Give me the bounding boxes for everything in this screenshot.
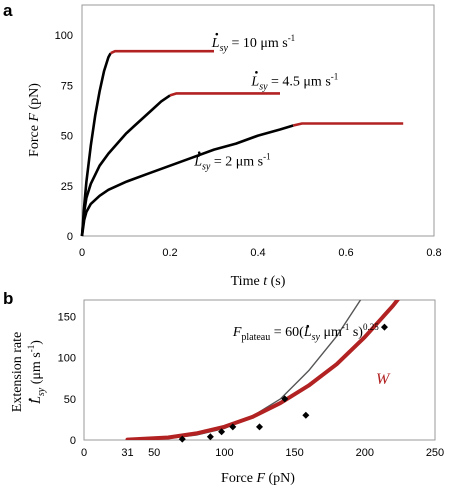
panel-b-equation: Fplateau = 60(Lsy μm-1 s)0.25 bbox=[232, 322, 379, 343]
panel-a-y-tick-label: 100 bbox=[55, 30, 73, 42]
panel-a-x-axis-label: Time t (s) bbox=[231, 274, 286, 289]
panel-b-data-point bbox=[380, 323, 388, 331]
svg-text:Lsy = 4.5 μm s-1: Lsy = 4.5 μm s-1 bbox=[250, 71, 338, 92]
panel-b-data-point bbox=[178, 435, 186, 443]
panel-b-y-axis-label-line1: Extension rate bbox=[10, 332, 25, 412]
panel-b-data-point bbox=[218, 428, 226, 436]
panel-b-data-point bbox=[256, 423, 263, 431]
panel-b-x-tick-label: 100 bbox=[215, 447, 233, 459]
panel-b: b 0 50 100 150 0 31 50 100 150 200 250 Fplateau =… bbox=[3, 289, 444, 486]
svg-text:Lsy = 10 μm s-1: Lsy = 10 μm s-1 bbox=[211, 33, 295, 54]
panel-a-series-10-rising bbox=[80, 52, 112, 237]
panel-a-annotations: Lsy = 10 μm s-1 Lsy = 4.5 μm s-1 Lsy = 2 μ… bbox=[193, 32, 338, 173]
overdot bbox=[255, 71, 258, 74]
panel-a-annotation-0: Lsy = 10 μm s-1 bbox=[211, 32, 295, 54]
panel-a-y-axis-label: Force F (pN) bbox=[27, 83, 42, 157]
panel-b-data-point bbox=[229, 423, 237, 431]
panel-b-data-point bbox=[302, 411, 310, 419]
panel-b-y-tick-label: 150 bbox=[58, 311, 76, 323]
svg-text:Lsy = 2 μm s-1: Lsy = 2 μm s-1 bbox=[193, 152, 270, 173]
panel-a-series-4.5-rising bbox=[80, 94, 171, 237]
panel-b-y-tick-label: 0 bbox=[70, 435, 76, 447]
panel-b-w-label: W bbox=[376, 371, 391, 388]
panel-a-x-tick-label: 0.2 bbox=[162, 247, 177, 259]
overdot bbox=[28, 398, 32, 401]
panel-b-x-tick-label: 200 bbox=[356, 447, 374, 459]
panel-a-series-4.5-plateau bbox=[169, 92, 280, 97]
panel-a-y-tick-labels: 0 25 50 75 100 bbox=[55, 30, 73, 243]
panel-a-x-tick-label: 0 bbox=[79, 247, 85, 259]
panel-b-letter: b bbox=[3, 289, 13, 308]
panel-b-y-tick-label: 100 bbox=[58, 353, 76, 365]
panel-a-y-tick-label: 25 bbox=[61, 181, 73, 193]
panel-a-x-tick-labels: 0 0.2 0.4 0.6 0.8 bbox=[79, 247, 442, 259]
panel-a-y-tick-label: 50 bbox=[61, 131, 73, 143]
panel-a-x-tick-label: 0.8 bbox=[426, 247, 441, 259]
panel-b-x-tick-label: 50 bbox=[148, 447, 160, 459]
panel-a-y-tick-label: 0 bbox=[67, 231, 73, 243]
panel-a-x-tick-label: 0.4 bbox=[250, 247, 265, 259]
panel-b-points bbox=[178, 323, 388, 443]
overdot bbox=[306, 324, 310, 328]
panel-b-y-axis-label-line2: Lsy (μm s-1) bbox=[26, 340, 47, 405]
panel-b-y-tick-labels: 0 50 100 150 bbox=[58, 311, 76, 447]
overdot bbox=[197, 151, 201, 154]
panel-a-series bbox=[80, 49, 404, 237]
panel-a-plot-frame bbox=[81, 4, 435, 237]
panel-a-y-tick-label: 75 bbox=[61, 80, 73, 92]
panel-b-curves bbox=[125, 300, 400, 440]
panel-a-letter: a bbox=[3, 1, 13, 20]
panel-b-curve-W bbox=[125, 300, 400, 440]
panel-b-y-tick-label: 50 bbox=[64, 394, 76, 406]
panel-a-series-2-rising bbox=[80, 124, 294, 237]
panel-a: a 0 25 50 75 100 0 0.2 0.4 0.6 0.8 Lsy = 10 μm s… bbox=[3, 1, 442, 289]
panel-b-x-tick-label: 31 bbox=[121, 447, 133, 459]
panel-a-annotation-1: Lsy = 4.5 μm s-1 bbox=[250, 71, 338, 92]
panel-a-x-tick-label: 0.6 bbox=[338, 247, 353, 259]
panel-b-data-point bbox=[281, 395, 289, 403]
panel-b-x-tick-label: 150 bbox=[285, 447, 303, 459]
panel-b-x-tick-labels: 0 31 50 100 150 200 250 bbox=[81, 447, 444, 459]
panel-b-x-tick-label: 0 bbox=[81, 447, 87, 459]
panel-b-plot-frame bbox=[83, 299, 436, 441]
panel-b-data-point bbox=[206, 433, 214, 441]
panel-a-series-2-plateau bbox=[292, 122, 404, 127]
panel-b-x-axis-label: Force F (pN) bbox=[221, 471, 295, 486]
panel-b-x-tick-label: 250 bbox=[426, 447, 444, 459]
overdot bbox=[215, 32, 219, 36]
panel-a-annotation-2: Lsy = 2 μm s-1 bbox=[193, 151, 271, 173]
panel-a-series-10-plateau bbox=[110, 49, 214, 55]
